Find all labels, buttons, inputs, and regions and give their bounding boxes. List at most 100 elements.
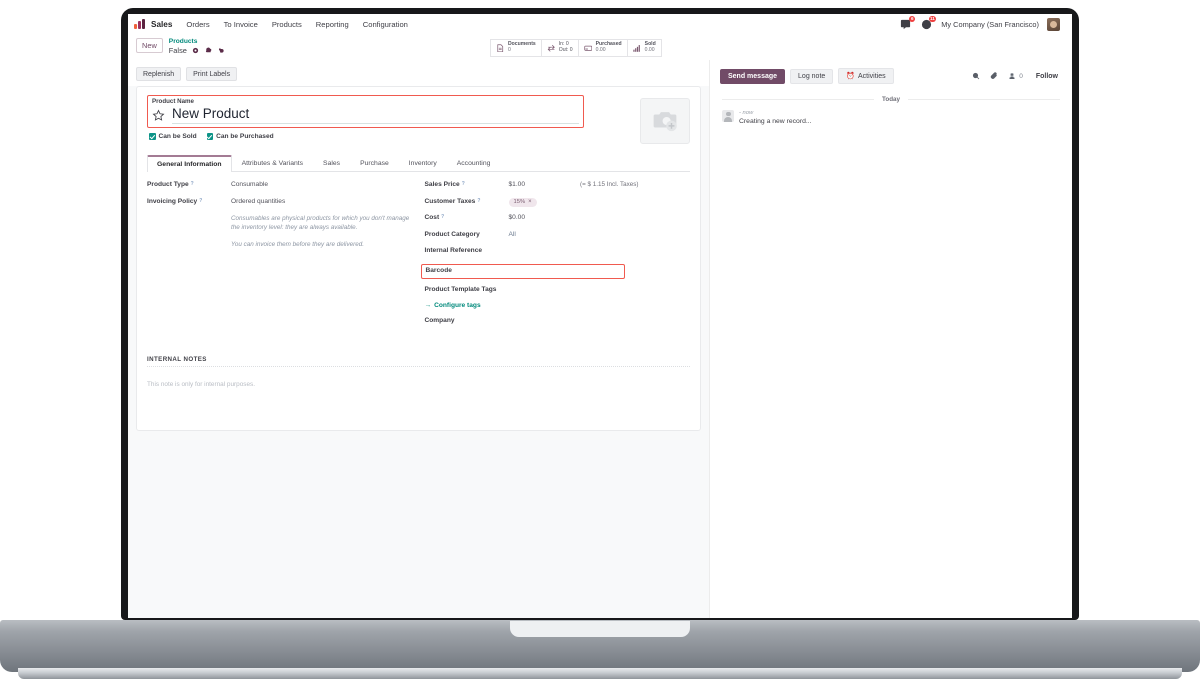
camera-plus-icon (653, 112, 677, 132)
stat-sold-value: 0.00 (644, 46, 655, 53)
help-icon[interactable]: ? (477, 197, 481, 204)
body: Replenish Print Labels Product Name (128, 60, 1072, 618)
save-cloud-icon[interactable] (192, 47, 200, 55)
search-icon[interactable] (971, 72, 980, 81)
configure-tags-link[interactable]: → Configure tags (425, 302, 691, 309)
field-label: Product Type ? (147, 181, 231, 188)
product-type-hint-1: Consumables are physical products for wh… (231, 215, 410, 232)
general-information-fields: Product Type ? Consumable Invoicing Poli… (147, 172, 690, 334)
field-product-template-tags: Product Template Tags (425, 286, 691, 295)
help-icon[interactable]: ? (199, 197, 203, 204)
sheet-header: Product Name (147, 95, 690, 144)
messages-badge: 6 (909, 15, 916, 22)
nav-menu-to-invoice[interactable]: To Invoice (223, 19, 258, 29)
can-be-sold-checkbox[interactable]: Can be Sold (149, 133, 197, 140)
tab-sales[interactable]: Sales (323, 160, 341, 167)
checkbox-box (149, 133, 156, 140)
field-internal-reference: Internal Reference (425, 247, 691, 256)
help-icon[interactable]: ? (190, 181, 194, 187)
sold-chart-icon (633, 43, 642, 52)
invoicing-policy-value[interactable]: Ordered quantities (231, 197, 286, 205)
stat-in-out-rows: In: 0 Out: 0 (558, 41, 573, 54)
company-label: Company (424, 317, 455, 324)
message-body: Creating a new record... (739, 118, 812, 125)
cloud-upload-icon[interactable] (205, 47, 213, 55)
field-label: Customer Taxes ? (425, 198, 509, 205)
product-flags-row: Can be Sold Can be Purchased (147, 133, 614, 140)
breadcrumb-parent-products[interactable]: Products (168, 38, 198, 45)
discard-undo-icon[interactable] (218, 47, 226, 55)
nav-menu-products[interactable]: Products (271, 19, 302, 29)
remove-tag-icon[interactable]: × (528, 199, 532, 205)
internal-notes-placeholder[interactable]: This note is only for internal purposes. (147, 380, 255, 388)
odoo-app: Sales Orders To Invoice Products Reporti… (128, 14, 1072, 618)
sales-price-value[interactable]: $1.00 (508, 181, 526, 188)
stat-button-purchased[interactable]: Purchased 0.00 (577, 39, 627, 57)
company-switcher[interactable]: My Company (San Francisco) (941, 19, 1039, 29)
tab-general-information[interactable]: General Information (147, 155, 232, 172)
odoo-logo-icon[interactable] (134, 19, 145, 29)
cost-value[interactable]: $0.00 (508, 214, 526, 221)
stat-button-group: Documents 0 In: 0 Out: 0 (490, 39, 662, 57)
breadcrumb: Products False (169, 38, 226, 55)
stat-purchased-value: 0.00 (595, 46, 606, 53)
fields-left-column: Product Type ? Consumable Invoicing Poli… (147, 181, 419, 334)
field-company: Company (425, 317, 691, 326)
tab-accounting[interactable]: Accounting (456, 160, 491, 167)
in-out-icon (547, 43, 556, 52)
user-avatar[interactable] (1047, 17, 1060, 31)
separator-line-left (722, 99, 874, 100)
product-image-upload[interactable] (640, 98, 690, 144)
log-note-button[interactable]: Log note (790, 68, 834, 84)
favorite-star-icon[interactable] (152, 108, 165, 122)
control-panel: New Products False (128, 34, 1072, 60)
form-sheet: Product Name (136, 86, 701, 431)
activities-button[interactable]: ⏰ Activities (838, 68, 894, 84)
field-label: Product Category (425, 231, 509, 238)
nav-menu-reporting[interactable]: Reporting (315, 19, 349, 29)
breadcrumb-current-record: False (168, 46, 187, 55)
nav-menu-orders[interactable]: Orders (186, 19, 210, 29)
stat-button-in-out[interactable]: In: 0 Out: 0 (540, 39, 578, 57)
help-icon[interactable]: ? (461, 181, 465, 187)
cost-label: Cost (424, 214, 440, 221)
activities-icon[interactable]: 11 (920, 15, 937, 31)
product-category-value[interactable]: All (508, 230, 516, 238)
tab-inventory[interactable]: Inventory (408, 160, 437, 167)
new-record-button[interactable]: New (136, 38, 163, 53)
separator-line-right (908, 99, 1061, 100)
field-label: Cost ? (425, 214, 509, 221)
help-icon[interactable]: ? (441, 214, 445, 220)
followers-icon[interactable] (1007, 72, 1016, 81)
messages-icon[interactable]: 6 (899, 15, 916, 31)
customer-taxes-label: Customer Taxes (424, 197, 476, 205)
product-name-highlight-box: Product Name (147, 95, 584, 128)
attachment-paperclip-icon[interactable] (989, 72, 998, 81)
can-be-purchased-checkbox[interactable]: Can be Purchased (206, 133, 274, 140)
tab-purchase[interactable]: Purchase (360, 160, 389, 167)
tax-tag[interactable]: 15% × (508, 197, 537, 207)
product-type-value[interactable]: Consumable (231, 181, 269, 188)
chatter-day-separator: Today (710, 89, 1072, 103)
form-notebook-tabs: General Information Attributes & Variant… (147, 155, 690, 172)
print-labels-button[interactable]: Print Labels (186, 67, 238, 81)
follower-count: 0 (1019, 72, 1023, 80)
stat-purchased-text: Purchased 0.00 (596, 42, 622, 53)
tab-attributes-variants[interactable]: Attributes & Variants (241, 160, 304, 167)
follow-button[interactable]: Follow (1035, 72, 1058, 80)
internal-reference-label: Internal Reference (424, 247, 483, 254)
field-label: Company (425, 317, 455, 324)
nav-menu-configuration[interactable]: Configuration (362, 19, 408, 29)
field-cost: Cost ? $0.00 (425, 214, 691, 223)
customer-taxes-value[interactable]: 15% × (508, 197, 537, 207)
stat-documents-label: Documents (508, 41, 536, 48)
can-be-sold-label: Can be Sold (158, 133, 197, 140)
stat-out-value: Out: 0 (558, 47, 573, 54)
replenish-button[interactable]: Replenish (136, 67, 182, 81)
send-message-button[interactable]: Send message (720, 68, 786, 84)
stat-button-sold[interactable]: Sold 0.00 (626, 39, 662, 57)
stat-button-documents[interactable]: Documents 0 (490, 39, 541, 57)
nav-app-name[interactable]: Sales (151, 19, 173, 29)
product-name-input[interactable] (172, 106, 579, 124)
